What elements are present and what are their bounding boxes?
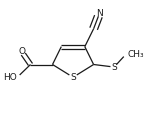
Text: N: N <box>96 9 103 18</box>
Text: S: S <box>70 73 76 82</box>
Text: S: S <box>111 63 117 72</box>
Text: O: O <box>18 47 25 56</box>
Text: CH₃: CH₃ <box>127 50 144 59</box>
Text: HO: HO <box>3 73 17 82</box>
